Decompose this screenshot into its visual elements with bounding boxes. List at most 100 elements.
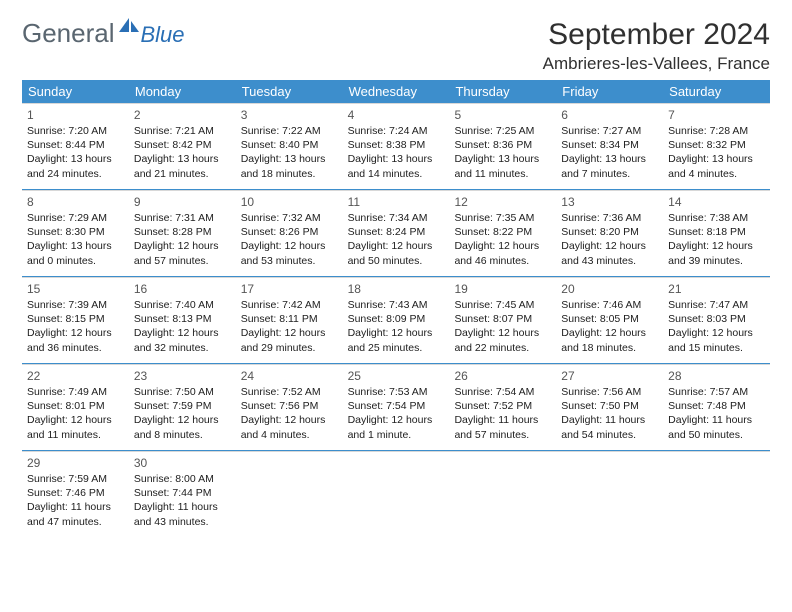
sunrise-line: Sunrise: 7:21 AM <box>134 124 231 138</box>
sunrise-line: Sunrise: 7:59 AM <box>27 472 124 486</box>
daylight-line-2: and 14 minutes. <box>348 167 445 181</box>
day-number: 29 <box>27 456 124 470</box>
daylight-line-2: and 29 minutes. <box>241 341 338 355</box>
weekday-header: Monday <box>129 80 236 103</box>
sunset-line: Sunset: 8:11 PM <box>241 312 338 326</box>
day-cell: 10 Sunrise: 7:32 AMSunset: 8:26 PMDayligh… <box>236 190 343 276</box>
week-row: 1Sunrise: 7:20 AMSunset: 8:44 PMDaylight… <box>22 103 770 190</box>
day-cell: 25Sunrise: 7:53 AMSunset: 7:54 PMDayligh… <box>343 364 450 450</box>
sunset-line: Sunset: 8:26 PM <box>241 225 338 239</box>
day-number: 19 <box>454 282 551 296</box>
day-number: 9 <box>134 195 231 209</box>
logo: General Blue <box>22 18 185 49</box>
weekday-header: Tuesday <box>236 80 343 103</box>
day-cell-empty <box>556 451 663 537</box>
daylight-line-2: and 4 minutes. <box>241 428 338 442</box>
day-cell: 14Sunrise: 7:38 AMSunset: 8:18 PMDayligh… <box>663 190 770 276</box>
weekday-header: Sunday <box>22 80 129 103</box>
day-number: 13 <box>561 195 658 209</box>
daylight-line-2: and 43 minutes. <box>134 515 231 529</box>
day-cell: 17Sunrise: 7:42 AMSunset: 8:11 PMDayligh… <box>236 277 343 363</box>
daylight-line-1: Daylight: 13 hours <box>561 152 658 166</box>
logo-general-text: General <box>22 18 115 49</box>
daylight-line-2: and 11 minutes. <box>454 167 551 181</box>
weekday-header: Thursday <box>449 80 556 103</box>
day-number: 15 <box>27 282 124 296</box>
sunrise-line: Sunrise: 7:45 AM <box>454 298 551 312</box>
sunrise-line: Sunrise: 7:24 AM <box>348 124 445 138</box>
sunrise-line: Sunrise: 7:50 AM <box>134 385 231 399</box>
daylight-line-1: Daylight: 12 hours <box>668 326 765 340</box>
sunset-line: Sunset: 8:20 PM <box>561 225 658 239</box>
logo-sail-icon <box>119 18 141 34</box>
daylight-line-1: Daylight: 12 hours <box>241 413 338 427</box>
day-cell: 3Sunrise: 7:22 AMSunset: 8:40 PMDaylight… <box>236 103 343 189</box>
daylight-line-2: and 46 minutes. <box>454 254 551 268</box>
daylight-line-1: Daylight: 12 hours <box>668 239 765 253</box>
daylight-line-1: Daylight: 12 hours <box>27 326 124 340</box>
weekday-header: Friday <box>556 80 663 103</box>
day-number: 22 <box>27 369 124 383</box>
day-number: 12 <box>454 195 551 209</box>
location: Ambrieres-les-Vallees, France <box>543 54 770 74</box>
daylight-line-1: Daylight: 11 hours <box>27 500 124 514</box>
week-row: 29Sunrise: 7:59 AMSunset: 7:46 PMDayligh… <box>22 451 770 537</box>
day-cell: 8Sunrise: 7:29 AMSunset: 8:30 PMDaylight… <box>22 190 129 276</box>
day-cell: 20Sunrise: 7:46 AMSunset: 8:05 PMDayligh… <box>556 277 663 363</box>
sunrise-line: Sunrise: 7:31 AM <box>134 211 231 225</box>
daylight-line-1: Daylight: 11 hours <box>134 500 231 514</box>
day-cell: 15Sunrise: 7:39 AMSunset: 8:15 PMDayligh… <box>22 277 129 363</box>
daylight-line-2: and 57 minutes. <box>454 428 551 442</box>
header: General Blue September 2024 Ambrieres-le… <box>22 18 770 74</box>
day-cell-empty <box>236 451 343 537</box>
daylight-line-2: and 25 minutes. <box>348 341 445 355</box>
day-cell: 1Sunrise: 7:20 AMSunset: 8:44 PMDaylight… <box>22 103 129 189</box>
day-cell: 19 Sunrise: 7:45 AMSunset: 8:07 PMDayligh… <box>449 277 556 363</box>
day-number: 8 <box>27 195 124 209</box>
sunset-line: Sunset: 7:54 PM <box>348 399 445 413</box>
sunset-line: Sunset: 8:07 PM <box>454 312 551 326</box>
daylight-line-1: Daylight: 12 hours <box>348 413 445 427</box>
day-cell: 27Sunrise: 7:56 AMSunset: 7:50 PMDayligh… <box>556 364 663 450</box>
day-number: 30 <box>134 456 231 470</box>
sunset-line: Sunset: 7:59 PM <box>134 399 231 413</box>
sunset-line: Sunset: 8:30 PM <box>27 225 124 239</box>
sunset-line: Sunset: 8:05 PM <box>561 312 658 326</box>
day-number: 3 <box>241 108 338 122</box>
day-cell: 18Sunrise: 7:43 AMSunset: 8:09 PMDayligh… <box>343 277 450 363</box>
sunrise-line: Sunrise: 7:32 AM <box>241 211 338 225</box>
day-cell: 16Sunrise: 7:40 AMSunset: 8:13 PMDayligh… <box>129 277 236 363</box>
sunrise-line: Sunrise: 7:35 AM <box>454 211 551 225</box>
daylight-line-1: Daylight: 12 hours <box>454 326 551 340</box>
sunrise-line: Sunrise: 7:36 AM <box>561 211 658 225</box>
day-cell: 9Sunrise: 7:31 AMSunset: 8:28 PMDaylight… <box>129 190 236 276</box>
sunrise-line: Sunrise: 7:49 AM <box>27 385 124 399</box>
daylight-line-1: Daylight: 12 hours <box>241 239 338 253</box>
sunrise-line: Sunrise: 7:40 AM <box>134 298 231 312</box>
day-cell: 2Sunrise: 7:21 AMSunset: 8:42 PMDaylight… <box>129 103 236 189</box>
daylight-line-2: and 18 minutes. <box>241 167 338 181</box>
day-cell: 26Sunrise: 7:54 AMSunset: 7:52 PMDayligh… <box>449 364 556 450</box>
day-cell: 21Sunrise: 7:47 AMSunset: 8:03 PMDayligh… <box>663 277 770 363</box>
daylight-line-1: Daylight: 12 hours <box>561 326 658 340</box>
daylight-line-2: and 18 minutes. <box>561 341 658 355</box>
week-row: 15Sunrise: 7:39 AMSunset: 8:15 PMDayligh… <box>22 277 770 364</box>
day-number: 10 <box>241 195 338 209</box>
day-cell: 30 Sunrise: 8:00 AMSunset: 7:44 PMDayligh… <box>129 451 236 537</box>
day-cell-empty <box>663 451 770 537</box>
sunrise-line: Sunrise: 7:56 AM <box>561 385 658 399</box>
sunrise-line: Sunrise: 7:38 AM <box>668 211 765 225</box>
day-cell: 12Sunrise: 7:35 AMSunset: 8:22 PMDayligh… <box>449 190 556 276</box>
sunset-line: Sunset: 7:44 PM <box>134 486 231 500</box>
sunrise-line: Sunrise: 7:20 AM <box>27 124 124 138</box>
day-number: 21 <box>668 282 765 296</box>
daylight-line-1: Daylight: 12 hours <box>561 239 658 253</box>
daylight-line-2: and 53 minutes. <box>241 254 338 268</box>
daylight-line-2: and 57 minutes. <box>134 254 231 268</box>
sunrise-line: Sunrise: 7:52 AM <box>241 385 338 399</box>
day-cell: 22Sunrise: 7:49 AMSunset: 8:01 PMDayligh… <box>22 364 129 450</box>
sunset-line: Sunset: 8:28 PM <box>134 225 231 239</box>
sunrise-line: Sunrise: 8:00 AM <box>134 472 231 486</box>
sunrise-line: Sunrise: 7:43 AM <box>348 298 445 312</box>
daylight-line-2: and 8 minutes. <box>134 428 231 442</box>
